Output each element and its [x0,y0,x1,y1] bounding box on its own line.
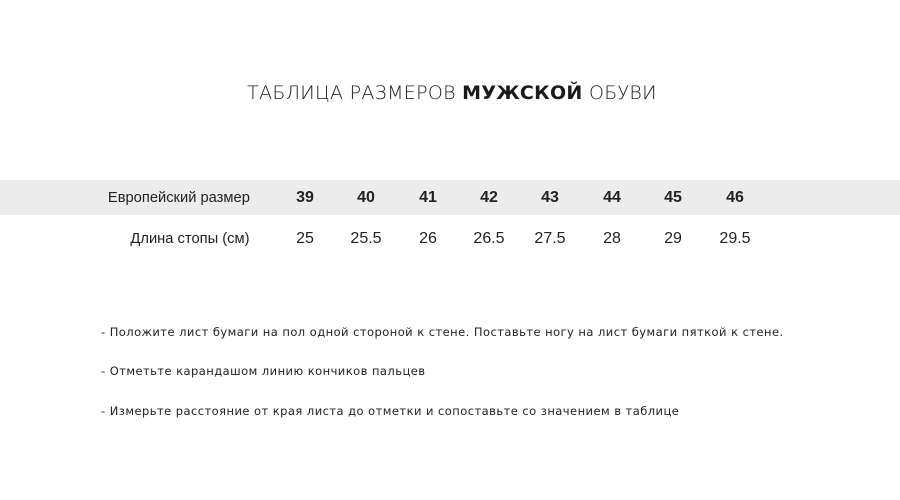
title-emphasis: МУЖСКОЙ [462,82,583,104]
table-row-eu-size: Европейский размер 39 40 41 42 43 44 45 46 [0,180,900,215]
instruction-item: - Положите лист бумаги на пол одной стор… [101,325,784,339]
table-cell: 40 [357,189,375,206]
table-cell: 45 [664,189,682,206]
table-cell: 28 [603,230,621,247]
page-title: ТАБЛИЦА РАЗМЕРОВ МУЖСКОЙ ОБУВИ [247,82,657,104]
table-cell: 39 [296,189,314,206]
instruction-item: - Измерьте расстояние от края листа до о… [101,404,680,418]
table-cell: 29 [664,230,682,247]
table-cell: 42 [480,189,498,206]
table-cell: 43 [541,189,559,206]
table-cell: 25.5 [350,230,382,247]
row-label: Длина стопы (см) [130,230,250,247]
table-cell: 25 [296,230,314,247]
header-row-background [0,180,900,215]
table-cell: 44 [603,189,621,206]
table-cell: 26.5 [473,230,505,247]
table-cell: 41 [419,189,437,206]
table-cell: 29.5 [719,230,751,247]
table-row-foot-length: Длина стопы (см) 25 25.5 26 26.5 27.5 28 29 29.… [0,221,900,256]
table-cell: 26 [419,230,437,247]
instruction-item: - Отметьте карандашом линию кончиков пал… [101,364,426,378]
table-cell: 27.5 [534,230,566,247]
table-cell: 46 [726,189,744,206]
row-label: Европейский размер [108,189,250,206]
